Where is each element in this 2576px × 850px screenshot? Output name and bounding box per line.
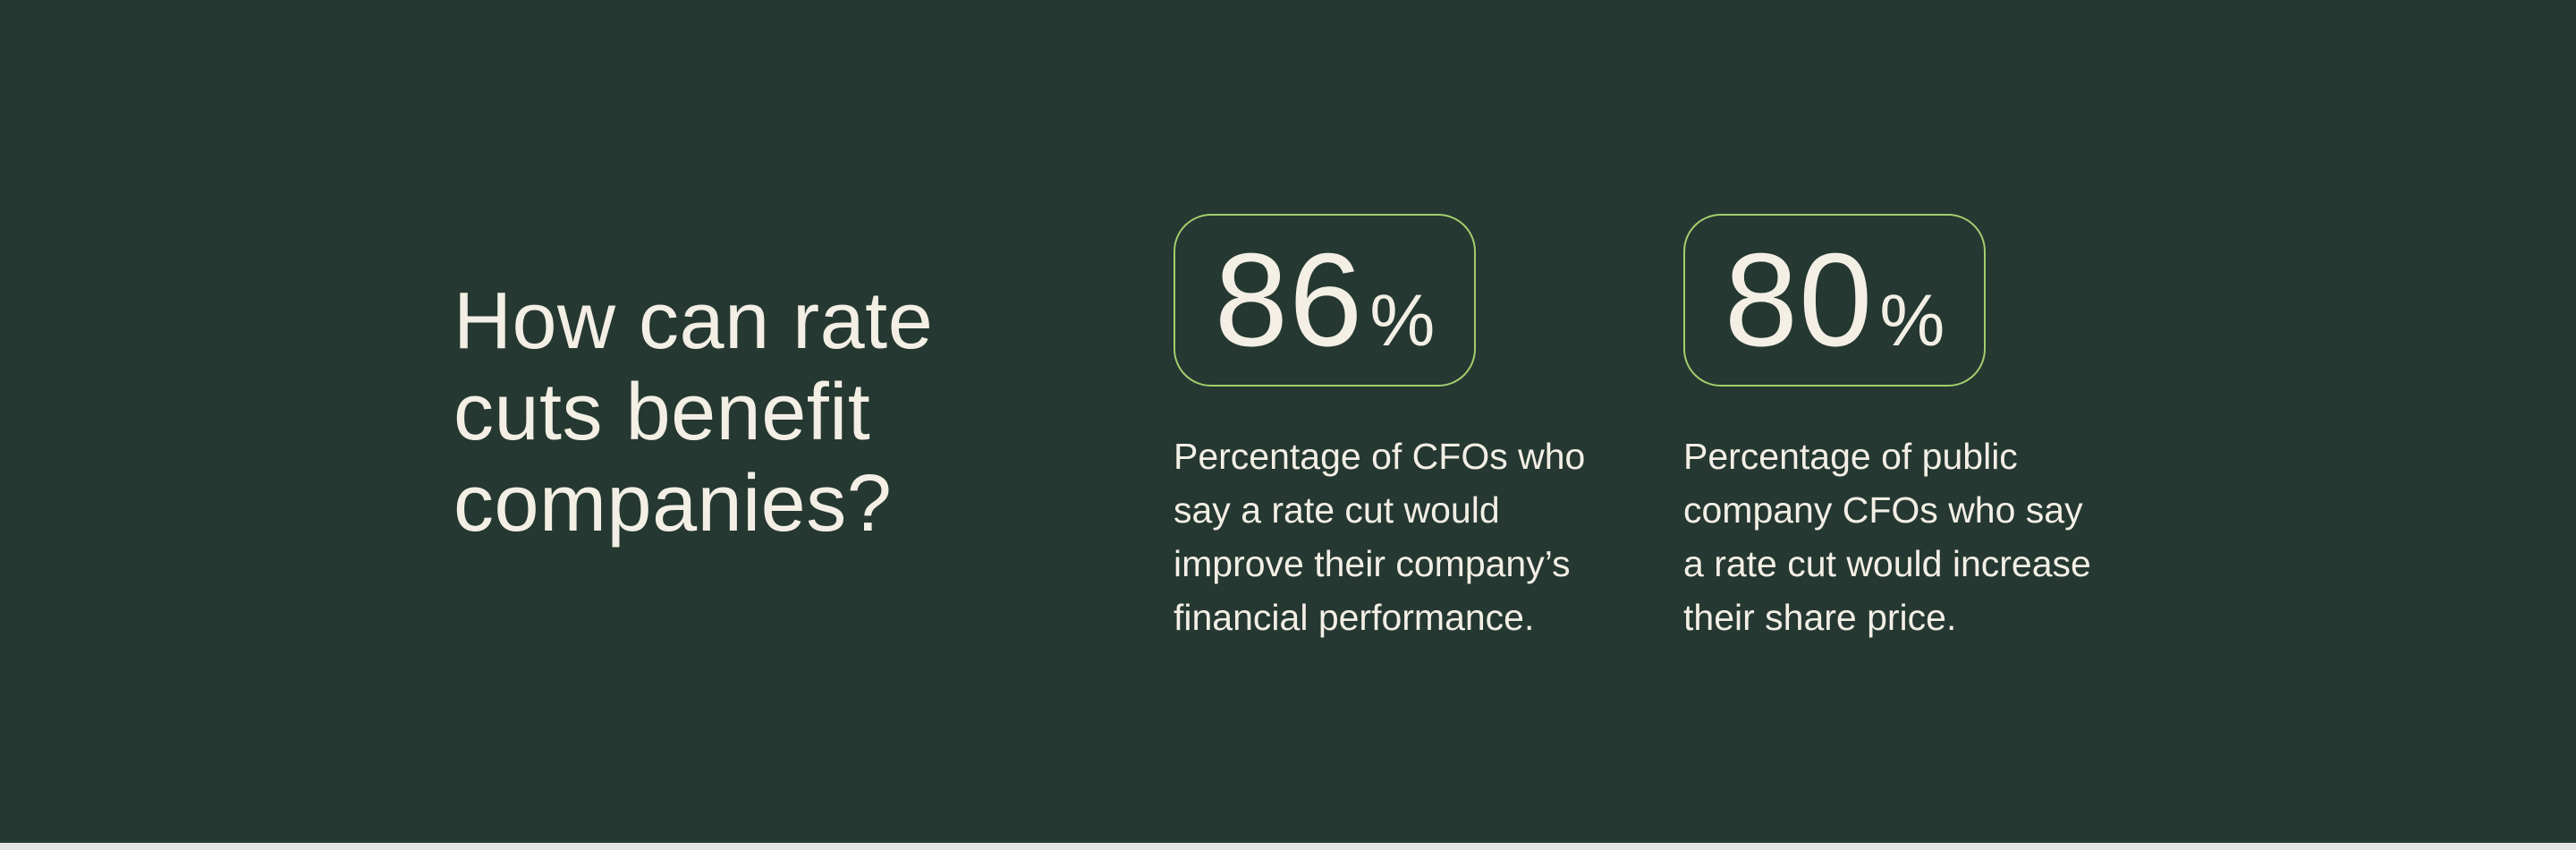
stat-value-row: 86 % xyxy=(1215,234,1436,367)
next-section-edge xyxy=(0,843,2576,850)
stats-row: 86 % Percentage of CFOs who say a rate c… xyxy=(1174,214,2113,644)
stat-description: Percentage of public company CFOs who sa… xyxy=(1683,436,2091,638)
stat-value: 80 xyxy=(1724,225,1874,374)
stat-value-row: 80 % xyxy=(1724,234,1945,367)
section-title: How can rate cuts benefit companies? xyxy=(453,276,934,548)
stat-description: Percentage of CFOs who say a rate cut wo… xyxy=(1174,436,1586,638)
stat-value: 86 xyxy=(1214,225,1364,374)
stat-value-box: 80 % xyxy=(1683,214,1986,387)
stat-card-rate-cut-performance: 86 % Percentage of CFOs who say a rate c… xyxy=(1174,214,1603,644)
percent-sign: % xyxy=(1879,279,1945,361)
stat-card-rate-cut-share-price: 80 % Percentage of public company CFOs w… xyxy=(1683,214,2113,644)
percent-sign: % xyxy=(1369,279,1436,361)
stat-value-box: 86 % xyxy=(1174,214,1476,387)
